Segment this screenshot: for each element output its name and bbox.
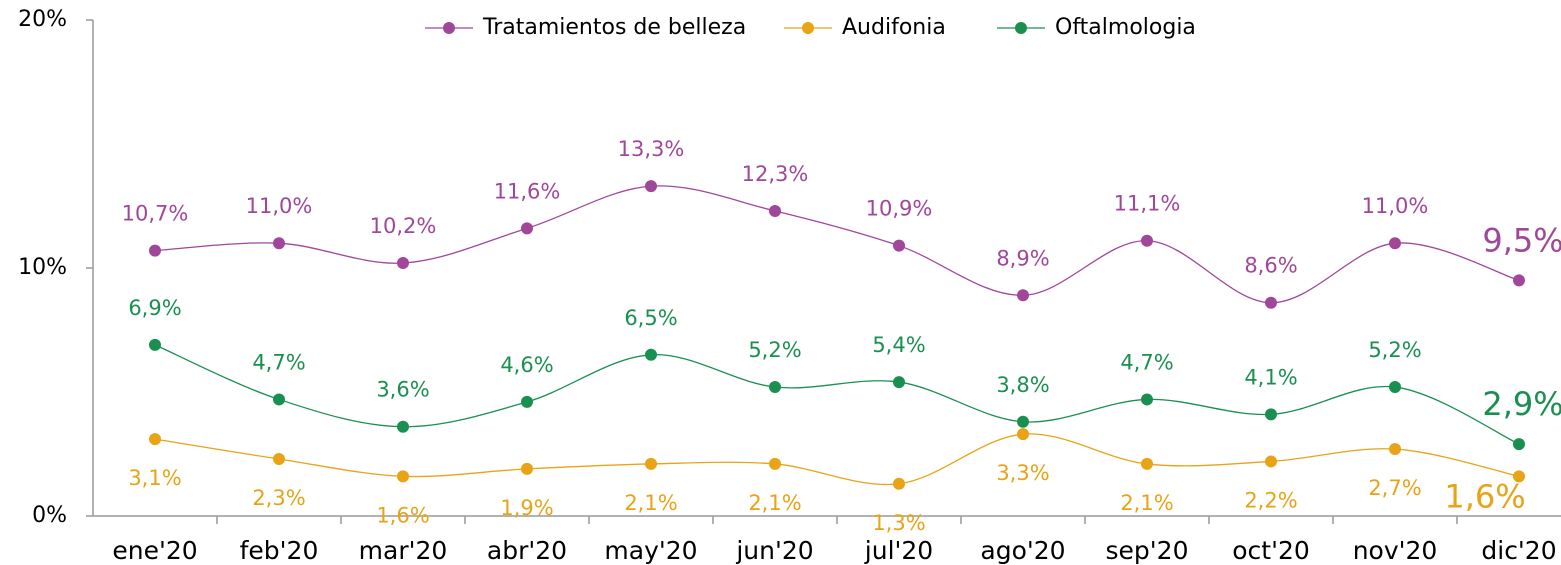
data-label: 5,4% xyxy=(872,333,925,357)
data-point xyxy=(1389,237,1401,250)
data-point xyxy=(1265,296,1277,309)
data-point xyxy=(893,239,905,252)
data-label: 4,7% xyxy=(1120,350,1173,374)
data-point xyxy=(397,470,409,483)
data-label: 1,6% xyxy=(1444,477,1525,515)
data-point xyxy=(149,338,161,351)
data-label: 6,5% xyxy=(624,306,677,330)
data-point xyxy=(149,433,161,446)
data-point xyxy=(645,180,657,193)
data-point xyxy=(149,244,161,257)
data-point xyxy=(1017,415,1029,428)
data-point xyxy=(1141,393,1153,406)
data-point xyxy=(521,395,533,408)
series-line xyxy=(154,185,1520,304)
data-point xyxy=(1265,455,1277,468)
data-label: 4,7% xyxy=(252,350,305,374)
data-label: 5,2% xyxy=(1368,338,1421,362)
x-tick-label: dic'20 xyxy=(1481,536,1556,565)
legend-marker xyxy=(1015,22,1027,34)
data-point xyxy=(1513,438,1525,451)
legend-marker xyxy=(802,22,814,34)
data-label: 11,0% xyxy=(246,194,313,218)
data-point xyxy=(1017,428,1029,441)
y-tick-label: 20% xyxy=(18,7,67,32)
x-tick-label: jun'20 xyxy=(735,536,813,565)
data-label: 10,9% xyxy=(866,197,933,221)
data-label: 2,3% xyxy=(252,486,305,510)
data-point xyxy=(1017,289,1029,302)
x-tick-label: ene'20 xyxy=(112,536,197,565)
data-point xyxy=(1389,443,1401,456)
data-point xyxy=(1265,408,1277,421)
data-label: 10,2% xyxy=(370,214,437,238)
data-label: 2,2% xyxy=(1244,488,1297,512)
data-point xyxy=(521,462,533,475)
data-label: 12,3% xyxy=(742,162,809,186)
data-point xyxy=(645,348,657,361)
x-tick-label: nov'20 xyxy=(1353,536,1438,565)
data-label: 11,0% xyxy=(1362,194,1429,218)
legend-marker xyxy=(443,22,455,34)
x-tick-label: feb'20 xyxy=(240,536,319,565)
x-tick-label: ago'20 xyxy=(980,536,1065,565)
data-point xyxy=(893,477,905,490)
data-point xyxy=(1513,470,1525,483)
data-point xyxy=(893,376,905,389)
data-point xyxy=(1513,274,1525,287)
data-point xyxy=(645,457,657,470)
data-label: 2,1% xyxy=(748,491,801,515)
data-label: 5,2% xyxy=(748,338,801,362)
data-label: 3,6% xyxy=(376,378,429,402)
data-point xyxy=(273,393,285,406)
x-tick-label: jul'20 xyxy=(864,536,933,565)
data-point xyxy=(769,204,781,217)
y-tick-label: 10% xyxy=(18,255,67,280)
data-label: 2,1% xyxy=(624,491,677,515)
data-label: 2,9% xyxy=(1482,385,1561,423)
legend-label: Tratamientos de belleza xyxy=(482,15,746,40)
data-label: 1,6% xyxy=(376,503,429,527)
data-label: 11,6% xyxy=(494,179,561,203)
data-point xyxy=(769,381,781,394)
data-label: 11,1% xyxy=(1114,192,1181,216)
data-label: 8,9% xyxy=(996,246,1049,270)
data-point xyxy=(1141,457,1153,470)
data-label: 8,6% xyxy=(1244,254,1297,278)
data-point xyxy=(521,222,533,235)
data-label: 3,1% xyxy=(128,466,181,490)
x-tick-label: mar'20 xyxy=(359,536,448,565)
data-point xyxy=(1141,234,1153,247)
data-label: 9,5% xyxy=(1482,221,1561,259)
data-label: 2,7% xyxy=(1368,476,1421,500)
series-line xyxy=(154,433,1520,486)
x-tick-label: sep'20 xyxy=(1106,536,1189,565)
data-point xyxy=(1389,381,1401,394)
data-label: 10,7% xyxy=(122,202,189,226)
data-label: 2,1% xyxy=(1120,491,1173,515)
series-line xyxy=(154,344,1520,445)
legend-label: Audifonia xyxy=(842,15,946,40)
y-tick-label: 0% xyxy=(32,503,67,528)
data-point xyxy=(397,257,409,270)
data-point xyxy=(273,452,285,465)
data-point xyxy=(273,237,285,250)
data-label: 3,3% xyxy=(996,461,1049,485)
data-label: 13,3% xyxy=(618,137,685,161)
x-tick-label: abr'20 xyxy=(487,536,567,565)
data-label: 4,1% xyxy=(1244,365,1297,389)
x-tick-label: oct'20 xyxy=(1232,536,1310,565)
data-point xyxy=(397,420,409,433)
data-label: 1,9% xyxy=(500,496,553,520)
data-label: 1,3% xyxy=(872,511,925,535)
data-label: 3,8% xyxy=(996,373,1049,397)
legend-label: Oftalmologia xyxy=(1055,15,1196,40)
data-point xyxy=(769,457,781,470)
data-label: 6,9% xyxy=(128,296,181,320)
data-label: 4,6% xyxy=(500,353,553,377)
x-tick-label: may'20 xyxy=(604,536,697,565)
